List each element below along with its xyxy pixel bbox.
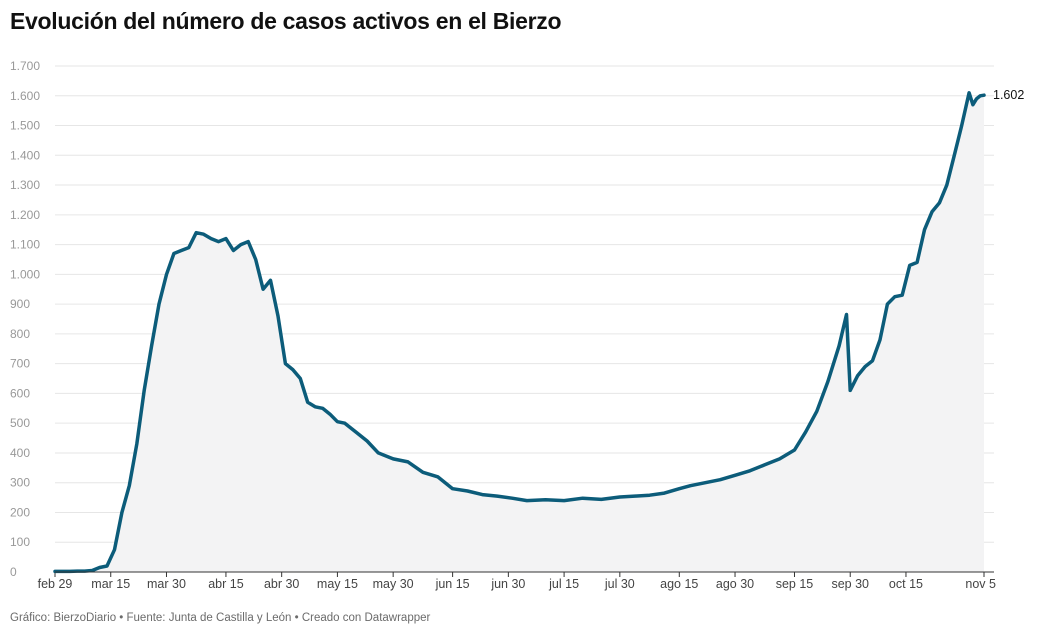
y-tick-label: 1.700 xyxy=(10,59,40,73)
y-tick-label: 1.000 xyxy=(10,267,40,281)
x-tick-label: jun 30 xyxy=(490,577,525,591)
x-tick-label: ago 15 xyxy=(660,577,698,591)
y-tick-label: 1.300 xyxy=(10,178,40,192)
y-tick-label: 1.500 xyxy=(10,119,40,133)
y-tick-label: 100 xyxy=(10,535,30,549)
x-tick-label: jul 30 xyxy=(604,577,635,591)
x-tick-label: jun 15 xyxy=(435,577,470,591)
x-tick-label: ago 30 xyxy=(716,577,754,591)
y-tick-label: 800 xyxy=(10,327,30,341)
x-tick-label: jul 15 xyxy=(548,577,579,591)
y-tick-label: 900 xyxy=(10,297,30,311)
y-tick-label: 1.600 xyxy=(10,89,40,103)
y-tick-label: 400 xyxy=(10,446,30,460)
last-value-label: 1.602 xyxy=(993,88,1024,102)
x-tick-label: sep 15 xyxy=(776,577,814,591)
y-tick-label: 600 xyxy=(10,386,30,400)
y-tick-label: 300 xyxy=(10,476,30,490)
y-tick-label: 1.200 xyxy=(10,208,40,222)
x-tick-label: may 30 xyxy=(373,577,414,591)
y-tick-label: 200 xyxy=(10,505,30,519)
y-tick-label: 0 xyxy=(10,565,17,579)
y-axis-ticks: 0 100 200 300 400 500 600 700 800 900 1.000 1.100 1.… xyxy=(10,59,40,579)
x-tick-label: oct 15 xyxy=(889,577,923,591)
y-tick-label: 1.100 xyxy=(10,238,40,252)
y-tick-label: 500 xyxy=(10,416,30,430)
x-axis-ticks: feb 29 mar 15 mar 30 abr 15 abr 30 may 15 may … xyxy=(38,572,996,591)
x-tick-label: abr 30 xyxy=(264,577,299,591)
x-tick-label: feb 29 xyxy=(38,577,73,591)
y-tick-label: 1.400 xyxy=(10,148,40,162)
y-tick-label: 700 xyxy=(10,357,30,371)
x-tick-label: nov 5 xyxy=(965,577,996,591)
chart-footer: Gráfico: BierzoDiario • Fuente: Junta de… xyxy=(10,612,431,624)
x-tick-label: abr 15 xyxy=(208,577,243,591)
x-tick-label: sep 30 xyxy=(831,577,869,591)
series-line xyxy=(53,91,986,574)
area-fill xyxy=(55,92,984,573)
x-tick-label: mar 15 xyxy=(91,577,130,591)
chart-title: Evolución del número de casos activos en… xyxy=(10,8,562,34)
x-tick-label: may 15 xyxy=(317,577,358,591)
x-tick-label: mar 30 xyxy=(147,577,186,591)
